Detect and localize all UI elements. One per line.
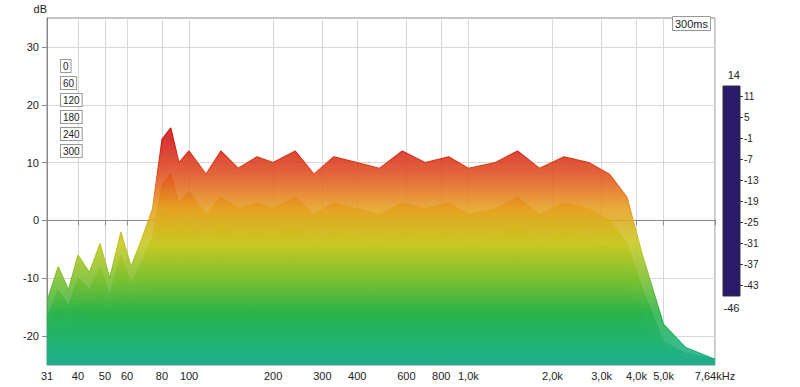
svg-text:60: 60 <box>121 370 133 382</box>
svg-text:-7: -7 <box>744 154 753 165</box>
svg-text:-43: -43 <box>744 280 759 291</box>
svg-text:40: 40 <box>72 370 84 382</box>
svg-text:800: 800 <box>432 370 450 382</box>
svg-text:100: 100 <box>180 370 198 382</box>
svg-text:3,0k: 3,0k <box>591 370 612 382</box>
svg-text:7,64kHz: 7,64kHz <box>695 370 735 382</box>
svg-text:-25: -25 <box>744 217 759 228</box>
svg-text:2,0k: 2,0k <box>542 370 563 382</box>
svg-text:4,0k: 4,0k <box>626 370 647 382</box>
svg-text:600: 600 <box>397 370 415 382</box>
svg-text:-1: -1 <box>744 133 753 144</box>
svg-text:11: 11 <box>744 91 755 102</box>
svg-text:0: 0 <box>33 214 39 226</box>
svg-text:30: 30 <box>27 41 39 53</box>
svg-text:-31: -31 <box>744 238 759 249</box>
svg-text:10: 10 <box>27 157 39 169</box>
svg-text:200: 200 <box>264 370 282 382</box>
svg-text:-10: -10 <box>23 272 39 284</box>
svg-text:20: 20 <box>27 99 39 111</box>
svg-text:-46: -46 <box>724 302 740 314</box>
svg-text:1,0k: 1,0k <box>458 370 479 382</box>
svg-text:-19: -19 <box>744 196 759 207</box>
svg-text:120: 120 <box>63 95 80 106</box>
svg-text:5: 5 <box>744 112 750 123</box>
svg-text:5,0k: 5,0k <box>653 370 674 382</box>
svg-text:240: 240 <box>63 129 80 140</box>
svg-text:300: 300 <box>313 370 331 382</box>
svg-text:31: 31 <box>41 370 53 382</box>
svg-text:400: 400 <box>348 370 366 382</box>
svg-text:60: 60 <box>63 78 75 89</box>
svg-text:14: 14 <box>728 69 740 81</box>
svg-text:50: 50 <box>99 370 111 382</box>
svg-text:300: 300 <box>63 146 80 157</box>
svg-text:80: 80 <box>156 370 168 382</box>
svg-text:-13: -13 <box>744 175 759 186</box>
svg-text:-20: -20 <box>23 330 39 342</box>
svg-text:-37: -37 <box>744 259 759 270</box>
svg-text:0: 0 <box>63 61 69 72</box>
svg-text:dB: dB <box>34 3 47 15</box>
svg-text:180: 180 <box>63 112 80 123</box>
svg-text:300ms: 300ms <box>675 18 709 30</box>
